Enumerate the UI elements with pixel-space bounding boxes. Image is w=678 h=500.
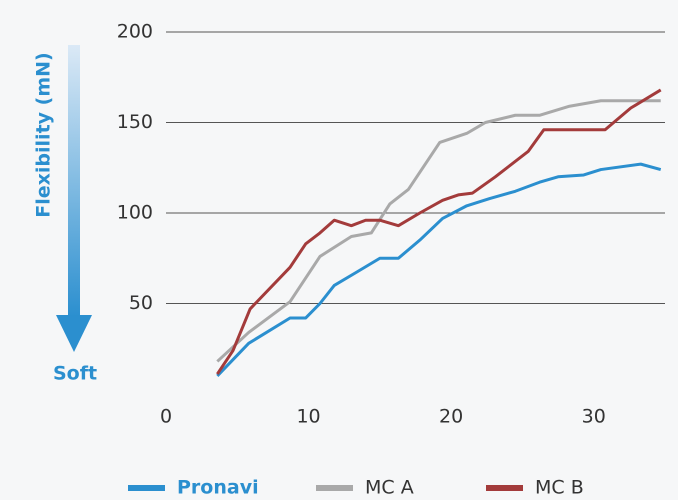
series-line <box>216 162 662 377</box>
legend-label: MC A <box>365 477 414 499</box>
annotation: Soft <box>53 363 97 385</box>
y-tick-label: 150 <box>117 111 153 133</box>
y-tick-label: 50 <box>129 292 153 314</box>
legend-label: MC B <box>535 477 584 499</box>
x-tick-label: 10 <box>296 406 320 428</box>
x-tick-label: 20 <box>439 406 463 428</box>
legend-label: Pronavi <box>177 477 259 499</box>
arrow-shaft <box>68 45 80 317</box>
arrow-head <box>56 315 92 352</box>
x-tick-label: 0 <box>160 406 172 428</box>
y-tick-label: 100 <box>117 202 153 224</box>
y-axis-label: Flexibility (mN) <box>33 52 55 217</box>
series-line <box>216 99 661 363</box>
x-tick-label: 30 <box>582 406 606 428</box>
y-tick-label: 200 <box>117 21 153 43</box>
series-line <box>216 88 662 375</box>
